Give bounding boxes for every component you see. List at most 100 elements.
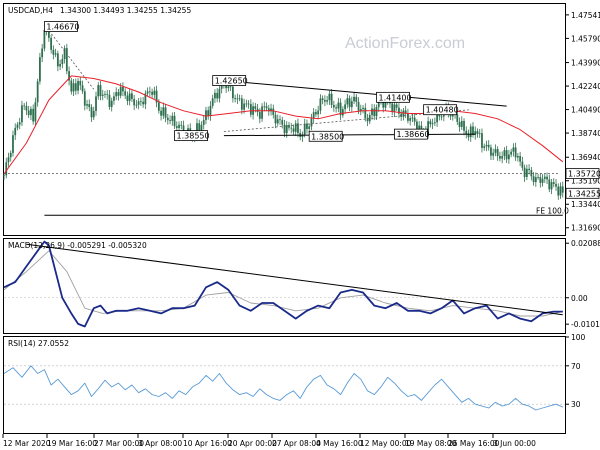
- candle-body: [148, 91, 151, 93]
- dashed-trendline: [46, 27, 95, 90]
- candle-body: [101, 94, 104, 96]
- candle-body: [25, 106, 28, 111]
- candle-body: [561, 186, 564, 193]
- price-tick-label: 1.45790: [571, 34, 600, 43]
- candle-body: [34, 102, 37, 122]
- time-tick-label: 4 May 16:00: [316, 439, 363, 448]
- candle-body: [373, 108, 376, 117]
- price-tick-label: 1.47541: [571, 11, 600, 20]
- candle-body: [341, 109, 344, 116]
- candle-body: [534, 177, 537, 183]
- candle-body: [36, 81, 39, 103]
- rsi-line: [3, 365, 563, 411]
- candle-body: [50, 37, 53, 50]
- time-tick-label: 26 May 16:00: [448, 439, 500, 448]
- candle-body: [559, 186, 562, 196]
- candle-body: [106, 93, 109, 95]
- candle-body: [113, 96, 115, 101]
- candle-body: [14, 127, 17, 136]
- candle-body: [350, 101, 353, 108]
- candle-body: [407, 113, 409, 121]
- candle-body: [83, 91, 86, 106]
- candle-body: [409, 118, 412, 121]
- price-annotations: FE 100.0 1.46670 1.42650 1.38550 1.38500 1.41…: [4, 21, 600, 216]
- rsi-tick-label: 30: [571, 400, 581, 409]
- candle-body: [337, 102, 340, 109]
- candle-body: [155, 90, 158, 103]
- upper-trendline: [223, 80, 507, 107]
- rsi-indicator: 100 70 30: [3, 333, 586, 411]
- candle-body: [306, 123, 308, 129]
- candle-body: [328, 93, 331, 101]
- candle-body: [198, 123, 201, 131]
- candle-body: [16, 124, 19, 128]
- candle-body: [142, 101, 145, 105]
- candle-body: [119, 87, 122, 96]
- price-label-text: 1.38660: [396, 130, 429, 139]
- price-tick-label: 1.35190: [571, 177, 600, 186]
- candle-body: [231, 86, 234, 99]
- candle-body: [415, 121, 418, 133]
- price-tick-label: 1.42240: [571, 82, 600, 91]
- candle-body: [440, 116, 443, 118]
- candle-body: [404, 110, 407, 114]
- candle-body: [240, 98, 243, 110]
- candle-body: [469, 126, 472, 138]
- candle-body: [355, 96, 358, 102]
- candle-body: [557, 186, 560, 196]
- price-label-box: [565, 187, 600, 199]
- candle-body: [319, 98, 322, 111]
- price-tick-label: 1.40490: [571, 106, 600, 115]
- price-label-box: [565, 168, 600, 180]
- candle-body: [463, 120, 465, 131]
- candle-body: [525, 168, 528, 177]
- candle-body: [7, 157, 10, 163]
- candle-body: [308, 126, 311, 129]
- candle-body: [117, 92, 120, 96]
- candle-body: [276, 119, 279, 124]
- price-label-box: [212, 75, 247, 86]
- candle-body: [312, 112, 315, 119]
- candle-body: [3, 175, 5, 177]
- rsi-tick-label: 70: [571, 362, 581, 371]
- candle-body: [218, 88, 221, 99]
- candle-body: [126, 95, 129, 101]
- candle-body: [366, 118, 369, 122]
- candle-body: [23, 105, 26, 107]
- candle-body: [283, 124, 286, 134]
- candle-body: [505, 150, 508, 160]
- candle-body: [427, 121, 430, 135]
- candle-body: [261, 106, 263, 119]
- candle-body: [384, 99, 387, 108]
- candle-body: [225, 85, 228, 89]
- candle-body: [485, 144, 488, 147]
- rsi-tick-label: 100: [571, 333, 586, 342]
- candle-body: [39, 57, 41, 82]
- candle-body: [97, 85, 100, 97]
- candle-body: [301, 134, 304, 138]
- candle-body: [530, 169, 533, 177]
- candle-body: [279, 119, 281, 121]
- candle-body: [32, 108, 35, 122]
- candle-body: [27, 110, 30, 116]
- candle-body: [220, 84, 223, 89]
- candle-body: [267, 108, 270, 112]
- candle-body: [362, 107, 364, 110]
- candle-body: [128, 93, 131, 101]
- candle-body: [238, 98, 241, 100]
- candle-body: [229, 86, 232, 88]
- candle-body: [234, 98, 237, 100]
- candle-body: [68, 71, 70, 81]
- candle-body: [21, 105, 23, 123]
- candle-body: [315, 112, 317, 115]
- price-label-box: [376, 91, 410, 103]
- candle-body: [56, 53, 59, 67]
- candle-body: [90, 107, 93, 118]
- candle-body: [124, 91, 127, 96]
- candle-body: [487, 144, 490, 148]
- candle-body: [494, 149, 497, 153]
- candle-body: [169, 120, 171, 121]
- candle-body: [133, 98, 136, 106]
- candle-body: [321, 98, 324, 101]
